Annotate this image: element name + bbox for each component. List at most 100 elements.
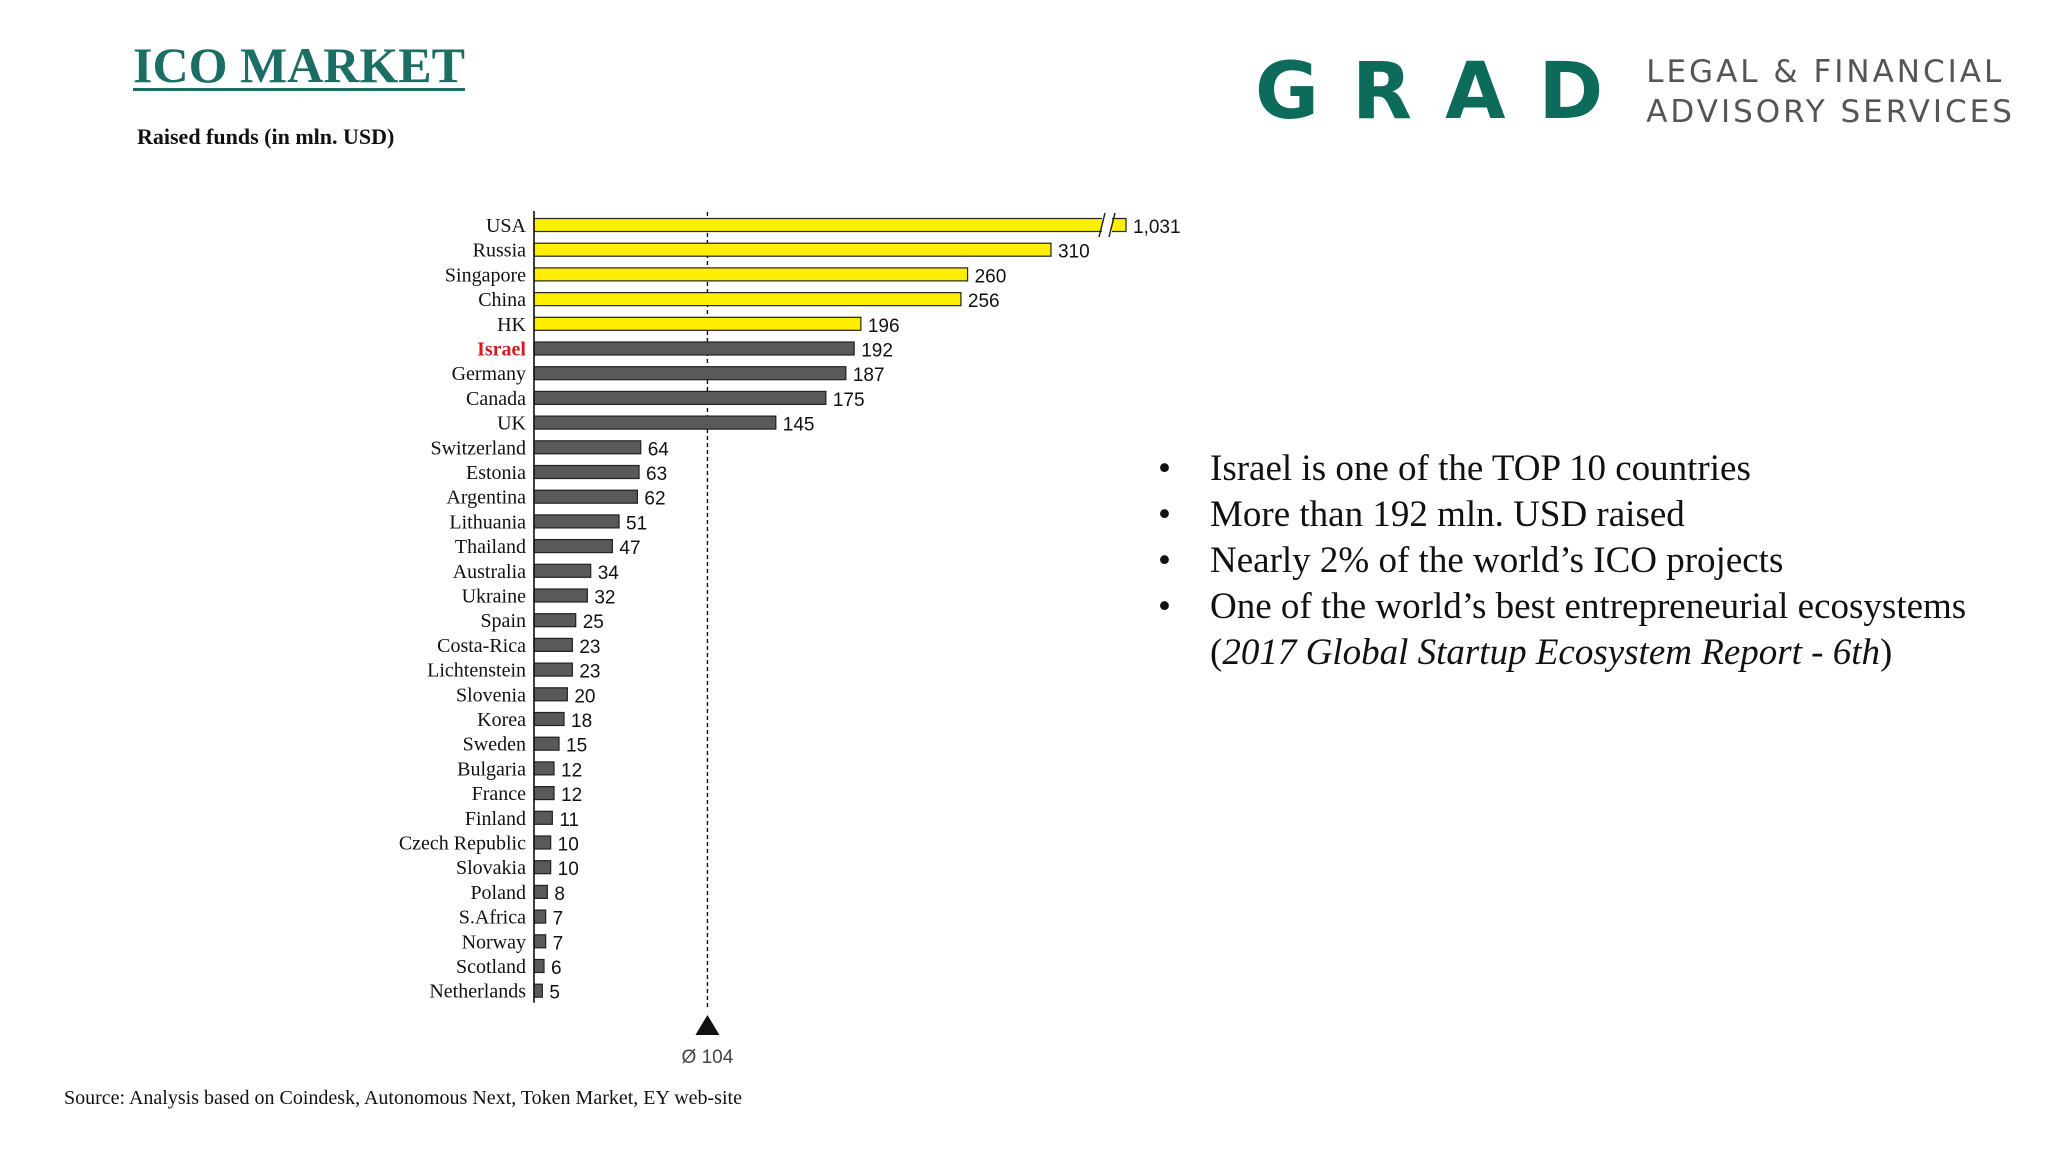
report-citation: 2017 Global Startup Ecosystem Report - 6…: [1222, 632, 1881, 673]
bullet-item: One of the world’s best entrepreneurial …: [1158, 584, 1966, 630]
category-label: Thailand: [455, 536, 526, 558]
bullet-note: (2017 Global Startup Ecosystem Report - …: [1210, 632, 1893, 673]
category-label: Czech Republic: [399, 833, 526, 855]
value-label: 5: [549, 983, 560, 1004]
category-label: Scotland: [456, 956, 526, 978]
value-label: 15: [566, 736, 587, 757]
bullet-item: More than 192 mln. USD raised: [1158, 492, 1966, 538]
value-label: 187: [853, 365, 885, 386]
value-label: 10: [558, 859, 579, 880]
value-label: 51: [626, 513, 647, 534]
value-label: 63: [646, 464, 667, 485]
category-label: Argentina: [446, 487, 526, 509]
category-label: Netherlands: [429, 981, 526, 1003]
value-label: 62: [644, 489, 665, 510]
category-label: Norway: [462, 931, 526, 953]
value-label: 18: [571, 711, 592, 732]
category-label: Korea: [477, 709, 526, 731]
bar: [533, 267, 969, 282]
grad-logo: GRAD LEGAL & FINANCIAL ADVISORY SERVICES: [1255, 52, 2015, 132]
bar: [533, 909, 547, 924]
category-label: Poland: [470, 882, 526, 904]
category-label: HK: [497, 314, 526, 336]
category-label: Estonia: [466, 462, 526, 484]
value-label: 7: [553, 909, 564, 930]
value-label: 23: [579, 662, 600, 683]
logo-tagline: LEGAL & FINANCIAL ADVISORY SERVICES: [1646, 52, 2015, 132]
bar: [533, 489, 638, 504]
category-label: Spain: [480, 610, 526, 632]
slide-title: ICO MARKET: [133, 37, 465, 93]
bar: [533, 440, 642, 455]
axis-break-slash: [1108, 212, 1116, 238]
bar: [533, 292, 962, 307]
bullet-list: Israel is one of the TOP 10 countries Mo…: [1158, 446, 1966, 676]
bar: [533, 538, 613, 554]
value-label: 32: [594, 588, 615, 609]
bar: [533, 810, 553, 825]
value-label: 25: [583, 612, 604, 633]
value-label: 12: [561, 760, 582, 781]
value-label: 64: [648, 439, 670, 460]
bar: [533, 563, 592, 578]
bar: [533, 588, 588, 603]
bar: [533, 390, 827, 405]
category-label: Slovenia: [456, 684, 526, 706]
bar: [533, 341, 855, 356]
category-label: Lichtenstein: [427, 660, 526, 682]
category-label: Australia: [453, 561, 526, 583]
bar: [533, 687, 568, 702]
bar: [533, 415, 777, 430]
category-label: Canada: [466, 388, 526, 410]
value-label: 6: [551, 958, 562, 979]
axis-break-gap: [1102, 215, 1112, 235]
category-label: Switzerland: [430, 437, 526, 459]
average-label: Ø 104: [682, 1047, 734, 1068]
category-label: France: [472, 783, 527, 805]
category-label: UK: [497, 413, 526, 435]
bar: [533, 884, 548, 900]
bar: [533, 637, 573, 653]
bar: [533, 514, 620, 529]
bar: [533, 662, 573, 677]
value-label: 145: [783, 415, 815, 436]
value-label: 34: [598, 563, 620, 584]
value-label: 12: [561, 785, 582, 806]
value-label: 7: [553, 933, 564, 954]
category-label: Bulgaria: [457, 758, 526, 780]
category-label: China: [478, 289, 526, 311]
value-label: 10: [558, 835, 579, 856]
bar: [533, 934, 547, 949]
value-label: 11: [559, 810, 579, 831]
category-label: Slovakia: [456, 857, 526, 879]
bar: [533, 242, 1052, 257]
value-label: 8: [554, 884, 565, 905]
logo-wordmark: GRAD: [1255, 47, 1637, 137]
value-label: 175: [833, 390, 865, 411]
value-label: 260: [975, 266, 1007, 287]
bar: [533, 983, 543, 998]
bar: [533, 860, 552, 875]
category-label: Sweden: [463, 734, 526, 756]
value-label: 310: [1058, 242, 1090, 263]
axis-break-slash: [1098, 212, 1106, 238]
category-label: S.Africa: [459, 907, 526, 929]
bar: [533, 958, 545, 974]
category-label: USA: [486, 215, 527, 237]
bar: [533, 366, 847, 381]
bar: [533, 613, 577, 628]
chart-subtitle: Raised funds (in mln. USD): [137, 124, 395, 149]
category-label: Ukraine: [462, 586, 527, 608]
source-note: Source: Analysis based on Coindesk, Auto…: [64, 1087, 742, 1109]
bar: [533, 464, 640, 480]
value-label: 20: [574, 686, 595, 707]
category-label: Lithuania: [449, 511, 526, 533]
category-label: Germany: [452, 363, 526, 385]
value-label: 256: [968, 291, 1000, 312]
bar: [533, 761, 555, 776]
bar: [533, 711, 565, 727]
value-label: 23: [579, 637, 600, 658]
value-label: 196: [868, 316, 900, 337]
category-label: Russia: [473, 240, 526, 262]
